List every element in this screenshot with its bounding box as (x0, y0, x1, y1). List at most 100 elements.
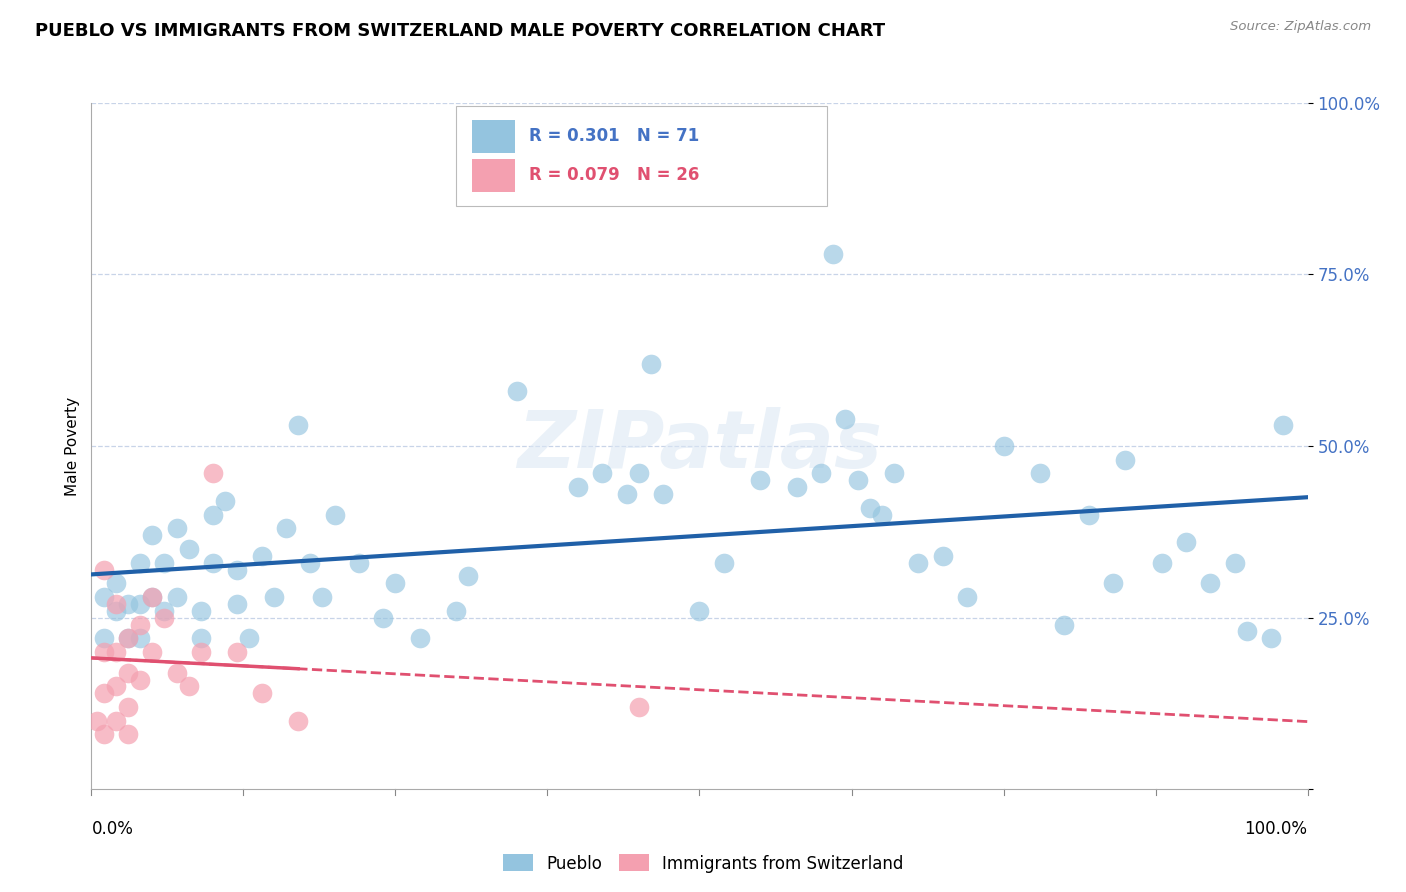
Point (117, 632, 139, 646)
FancyBboxPatch shape (472, 159, 515, 192)
Point (226, 563, 249, 577)
Point (1175, 535, 1198, 549)
Point (117, 665, 139, 680)
Point (1114, 452, 1136, 467)
Point (129, 673, 152, 687)
Point (1150, 556, 1173, 570)
Point (823, 246, 845, 260)
Point (993, 439, 1015, 453)
Point (713, 556, 735, 570)
Point (177, 680, 200, 694)
Point (652, 487, 675, 501)
Point (250, 549, 273, 563)
Point (141, 645, 163, 659)
Legend: Pueblo, Immigrants from Switzerland: Pueblo, Immigrants from Switzerland (496, 847, 910, 880)
Point (627, 700, 650, 714)
Point (870, 508, 893, 522)
Point (287, 714, 309, 728)
Point (956, 590, 979, 604)
Point (93, 632, 115, 646)
Point (567, 480, 589, 494)
Point (93, 590, 115, 604)
Point (93, 563, 115, 577)
Point (1272, 418, 1295, 433)
Point (93, 686, 115, 700)
Point (749, 473, 772, 487)
Text: R = 0.079   N = 26: R = 0.079 N = 26 (529, 167, 700, 185)
Point (153, 556, 176, 570)
Point (931, 549, 953, 563)
Point (166, 590, 188, 604)
Point (883, 467, 905, 481)
Text: 0.0%: 0.0% (91, 821, 134, 838)
Point (274, 521, 297, 535)
Point (141, 528, 163, 542)
Point (86, 714, 108, 728)
Point (104, 680, 127, 694)
Point (457, 569, 479, 583)
Text: R = 0.301   N = 71: R = 0.301 N = 71 (529, 128, 699, 145)
Point (591, 467, 613, 481)
Point (444, 604, 467, 618)
Point (214, 494, 236, 508)
Point (153, 604, 176, 618)
Point (347, 556, 370, 570)
Point (409, 632, 432, 646)
Text: PUEBLO VS IMMIGRANTS FROM SWITZERLAND MALE POVERTY CORRELATION CHART: PUEBLO VS IMMIGRANTS FROM SWITZERLAND MA… (35, 22, 886, 40)
Point (287, 418, 309, 433)
FancyBboxPatch shape (472, 120, 515, 153)
Point (129, 617, 152, 632)
Point (299, 556, 322, 570)
Point (859, 500, 882, 515)
Point (129, 556, 152, 570)
Point (202, 508, 225, 522)
Point (226, 645, 249, 659)
Y-axis label: Male Poverty: Male Poverty (65, 396, 80, 496)
Text: ZIPatlas: ZIPatlas (517, 407, 882, 485)
Point (93, 645, 115, 659)
Text: Source: ZipAtlas.com: Source: ZipAtlas.com (1230, 20, 1371, 33)
Point (129, 597, 152, 611)
Point (104, 597, 127, 611)
Point (688, 604, 710, 618)
Text: 100.0%: 100.0% (1244, 821, 1308, 838)
Point (834, 411, 856, 425)
Point (190, 604, 212, 618)
Point (141, 590, 163, 604)
Point (786, 480, 808, 494)
Point (1029, 467, 1052, 481)
Point (238, 632, 260, 646)
Point (104, 604, 127, 618)
Point (93, 727, 115, 741)
Point (202, 556, 225, 570)
Point (640, 357, 662, 371)
Point (117, 597, 139, 611)
FancyBboxPatch shape (456, 106, 827, 206)
Point (166, 665, 188, 680)
Point (166, 521, 188, 535)
Point (117, 632, 139, 646)
Point (810, 467, 832, 481)
Point (117, 700, 139, 714)
Point (1199, 576, 1222, 591)
Point (384, 576, 406, 591)
Point (177, 542, 200, 557)
Point (226, 597, 249, 611)
Point (190, 645, 212, 659)
Point (1260, 632, 1282, 646)
Point (846, 473, 869, 487)
Point (1102, 576, 1125, 591)
Point (627, 467, 650, 481)
Point (323, 508, 346, 522)
Point (104, 645, 127, 659)
Point (104, 714, 127, 728)
Point (263, 590, 285, 604)
Point (1053, 617, 1076, 632)
Point (1077, 508, 1099, 522)
Point (104, 576, 127, 591)
Point (616, 487, 638, 501)
Point (153, 611, 176, 625)
Point (129, 632, 152, 646)
Point (202, 467, 225, 481)
Point (250, 686, 273, 700)
